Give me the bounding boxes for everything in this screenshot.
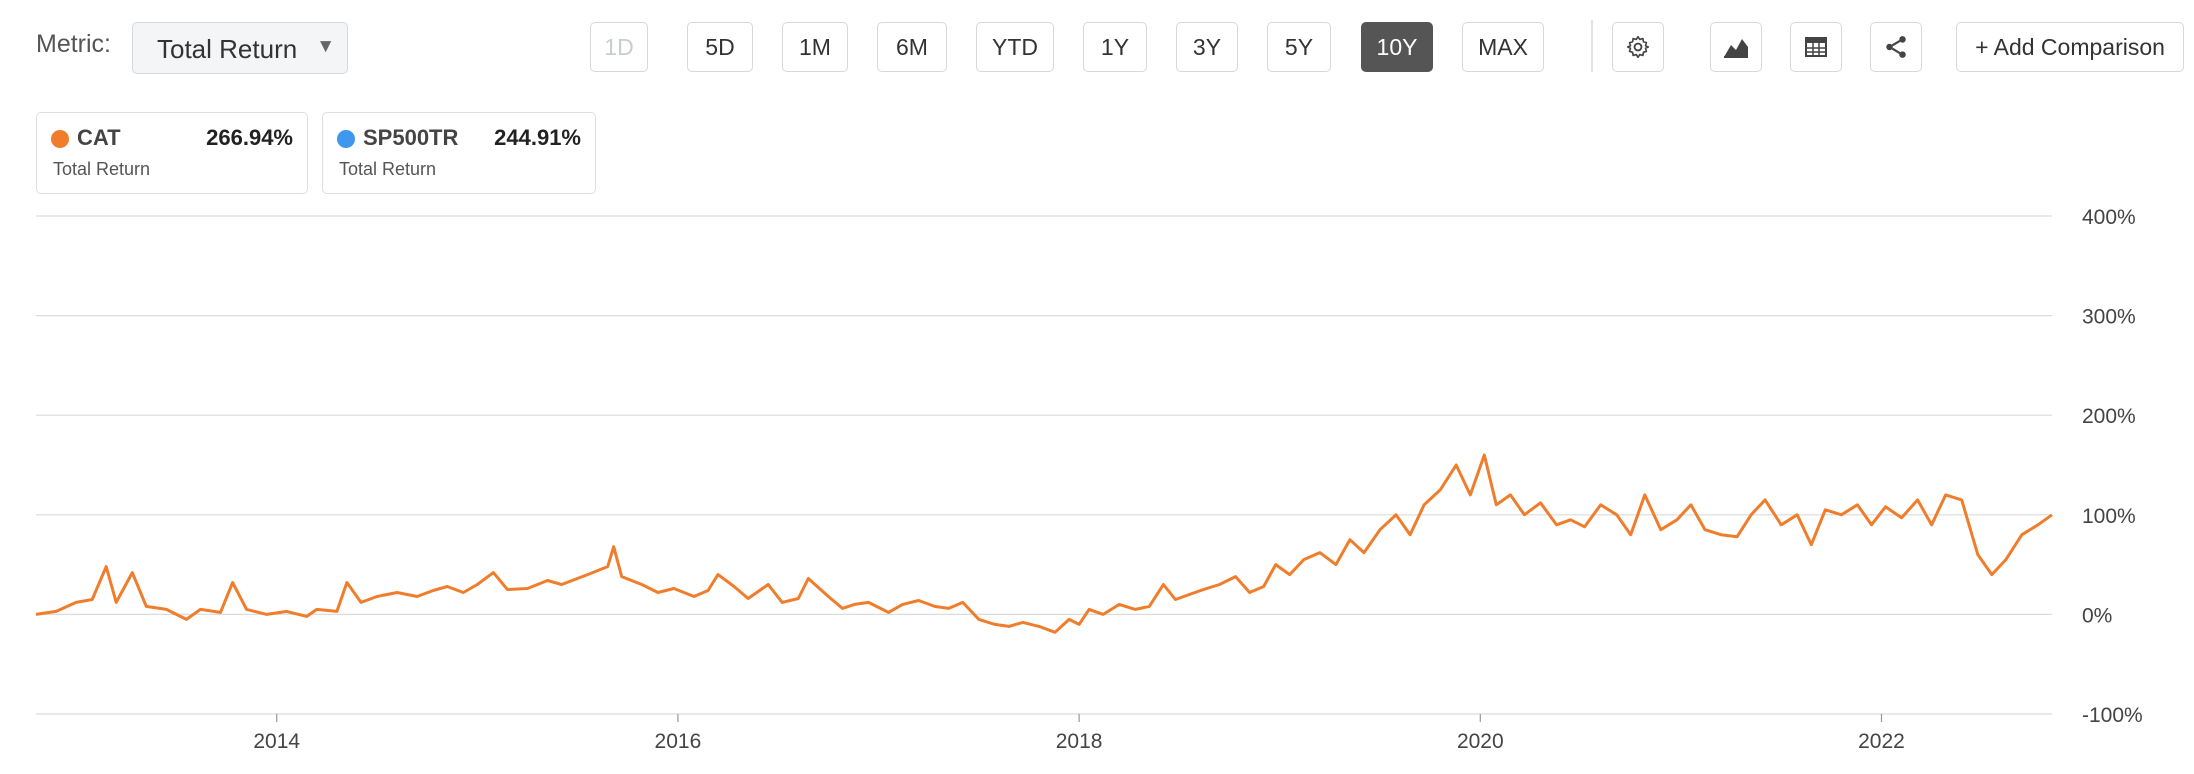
sp500tr-color-dot — [337, 130, 355, 148]
y-tick-label: 100% — [2082, 505, 2136, 528]
range-button-max[interactable]: MAX — [1462, 22, 1544, 72]
legend-metric-label: Total Return — [53, 159, 151, 179]
share-button[interactable] — [1870, 22, 1922, 72]
toolbar-divider — [1591, 20, 1593, 72]
add-comparison-button[interactable]: + Add Comparison — [1956, 22, 2184, 72]
legend-metric-label: Total Return — [339, 159, 437, 179]
chart-toolbar: Metric: Total Return ▼ 1D 5D 1M 6M YTD 1… — [0, 0, 2194, 96]
table-icon — [1805, 37, 1827, 57]
share-icon — [1886, 36, 1906, 58]
range-button-6m[interactable]: 6M — [877, 22, 947, 72]
area-chart-icon — [1724, 39, 1748, 58]
range-button-5y[interactable]: 5Y — [1267, 22, 1331, 72]
y-tick-label: 300% — [2082, 306, 2136, 329]
range-button-1y[interactable]: 1Y — [1083, 22, 1147, 72]
x-tick-label: 2014 — [253, 730, 300, 753]
range-button-3y[interactable]: 3Y — [1176, 22, 1238, 72]
x-tick-label: 2016 — [655, 730, 702, 753]
legend-symbol: CAT — [77, 125, 121, 150]
metric-select[interactable]: Total Return ▼ — [132, 22, 348, 74]
y-tick-label: 200% — [2082, 405, 2136, 428]
gear-icon — [1626, 35, 1650, 59]
range-button-ytd[interactable]: YTD — [976, 22, 1054, 72]
table-view-button[interactable] — [1790, 22, 1842, 72]
x-tick-label: 2018 — [1056, 730, 1103, 753]
caret-down-icon: ▼ — [316, 36, 335, 57]
range-button-1m[interactable]: 1M — [782, 22, 848, 72]
legend-symbol: SP500TR — [363, 125, 459, 150]
total-return-line-chart: 400% 300% 200% 100% 0% -100% 2014 2016 2018 2020 2… — [35, 206, 2143, 753]
range-button-10y[interactable]: 10Y — [1361, 22, 1433, 72]
chart-type-button[interactable] — [1710, 22, 1762, 72]
x-tick-label: 2020 — [1457, 730, 1504, 753]
legend-card-cat[interactable]: CAT 266.94% Total Return — [36, 112, 308, 194]
x-tick-label: 2022 — [1858, 730, 1905, 753]
range-button-5d[interactable]: 5D — [687, 22, 753, 72]
legend-return-value: 266.94% — [206, 125, 293, 150]
metric-select-value: Total Return — [157, 34, 298, 64]
legend-card-sp500tr[interactable]: SP500TR 244.91% Total Return — [322, 112, 596, 194]
y-tick-label: 400% — [2082, 206, 2136, 229]
metric-label: Metric: — [36, 30, 111, 58]
range-button-1d[interactable]: 1D — [590, 22, 648, 72]
series-line-cat — [35, 453, 2053, 634]
cat-color-dot — [51, 130, 69, 148]
legend-return-value: 244.91% — [494, 125, 581, 150]
y-tick-label: 0% — [2082, 604, 2112, 627]
y-tick-label: -100% — [2082, 704, 2143, 727]
settings-button[interactable] — [1612, 22, 1664, 72]
